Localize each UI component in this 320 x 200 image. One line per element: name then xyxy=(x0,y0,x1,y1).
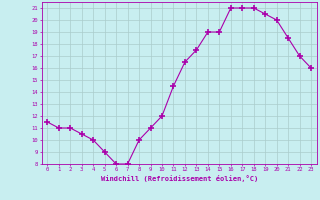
X-axis label: Windchill (Refroidissement éolien,°C): Windchill (Refroidissement éolien,°C) xyxy=(100,175,258,182)
